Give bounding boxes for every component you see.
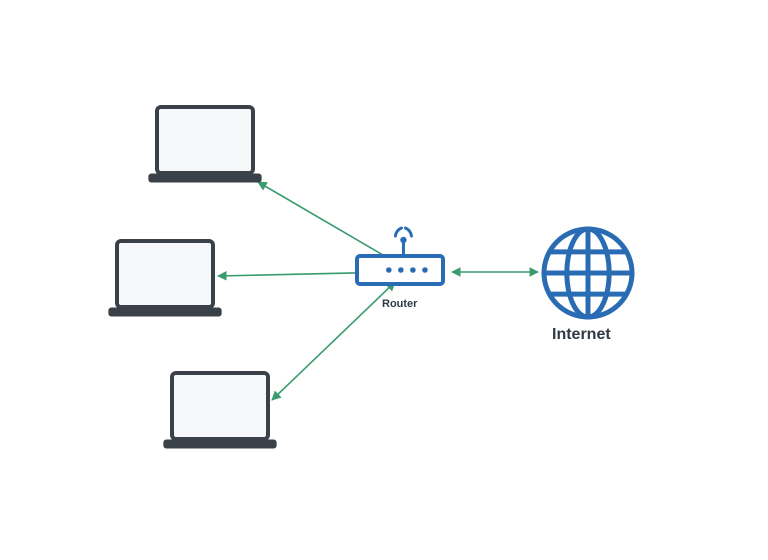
laptop-icon bbox=[163, 373, 276, 449]
globe-icon bbox=[544, 229, 632, 317]
connection-line bbox=[258, 182, 395, 262]
connection-line bbox=[272, 282, 395, 400]
network-diagram: Router Internet bbox=[0, 0, 768, 560]
laptop-icon bbox=[108, 241, 221, 317]
laptop-icon bbox=[148, 107, 261, 183]
diagram-svg bbox=[0, 0, 768, 560]
router-icon bbox=[357, 228, 443, 284]
router-label: Router bbox=[382, 298, 417, 310]
internet-label: Internet bbox=[552, 326, 611, 344]
